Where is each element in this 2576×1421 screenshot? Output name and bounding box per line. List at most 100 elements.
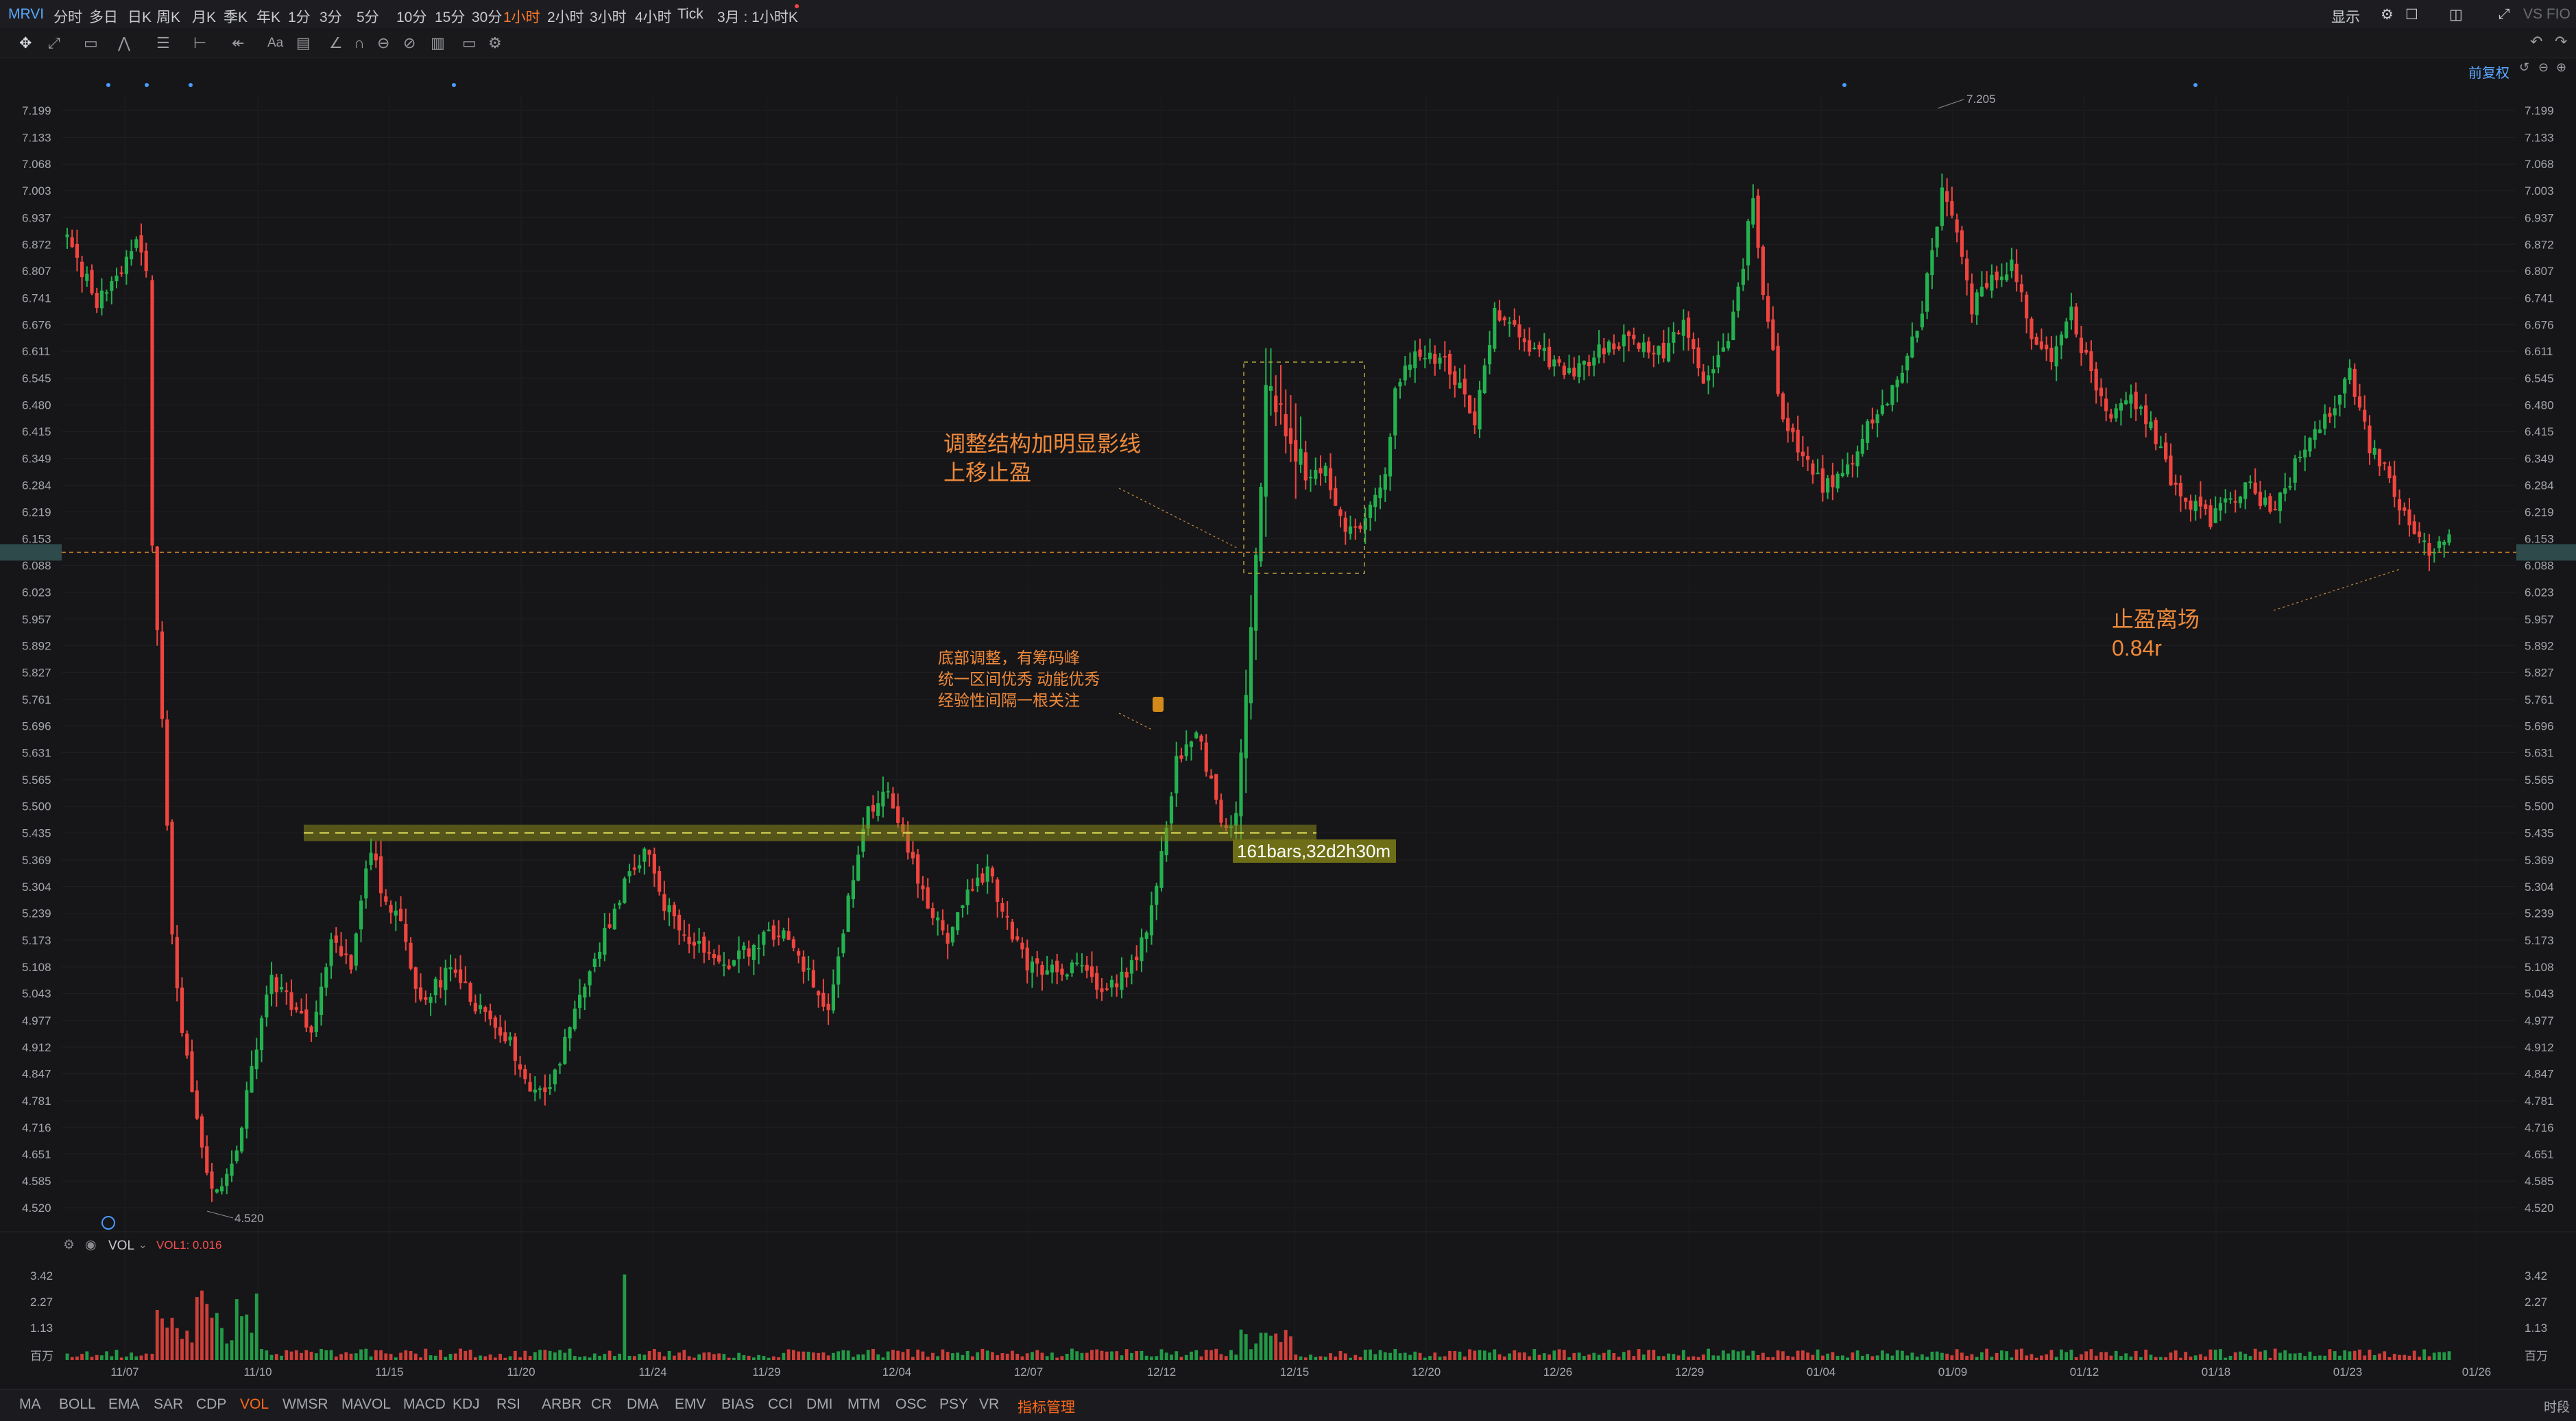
volume-bar — [1279, 1342, 1283, 1360]
period-tab[interactable]: 分时 — [53, 10, 82, 25]
candle-body — [1319, 468, 1323, 474]
volume-bar — [1985, 1348, 1989, 1360]
vol-indicator-label[interactable]: VOL — [108, 1239, 135, 1253]
volume-bar — [429, 1355, 433, 1360]
candle-body — [886, 791, 890, 793]
redo-icon[interactable]: ↷ — [2555, 33, 2568, 50]
magnet-icon[interactable]: ∩ — [354, 34, 365, 51]
indicator-tab[interactable]: MAVOL — [341, 1396, 391, 1412]
indicator-tab[interactable]: CDP — [196, 1396, 227, 1412]
indicator-tab[interactable]: WMSR — [282, 1396, 328, 1412]
period-tab[interactable]: Tick — [677, 6, 703, 22]
arrow-tool-icon[interactable]: ↞ — [232, 34, 245, 51]
indicator-tab[interactable]: BIAS — [721, 1396, 754, 1412]
adjust-mode-button[interactable]: 前复权 — [2468, 66, 2509, 81]
delete-icon[interactable]: ▥ — [431, 34, 445, 51]
polyline-tool-icon[interactable]: ⋀ — [118, 34, 131, 51]
candle-body — [175, 937, 179, 989]
period-tab[interactable]: 4小时 — [635, 10, 672, 25]
period-tab[interactable]: 10分 — [396, 10, 427, 25]
period-tab[interactable]: 月K — [192, 10, 217, 25]
volume-bar — [931, 1352, 935, 1360]
period-tab[interactable]: 季K — [224, 10, 248, 25]
comment-tool-icon[interactable]: ▤ — [296, 34, 311, 51]
volume-bar — [1482, 1350, 1486, 1360]
volume-bar — [85, 1351, 89, 1360]
settings-icon[interactable]: ⚙ — [2381, 7, 2394, 23]
indicator-tab[interactable]: ARBR — [542, 1396, 582, 1412]
zoom-out-icon[interactable]: ⊖ — [2538, 60, 2549, 74]
window-icon[interactable]: ☐ — [2405, 7, 2418, 23]
candle-body — [1930, 250, 1934, 276]
indicator-tab[interactable]: MTM — [847, 1396, 880, 1412]
period-tab[interactable]: 3分 — [320, 10, 342, 25]
volume-bar — [269, 1354, 274, 1360]
candle-body — [1070, 962, 1074, 974]
candle-body — [1840, 473, 1844, 477]
price-tick-label: 4.585 — [2525, 1175, 2554, 1188]
range-tool-icon[interactable]: ⊢ — [193, 34, 207, 51]
ticker-symbol[interactable]: MRVI — [8, 6, 45, 22]
period-tab[interactable]: 周K — [156, 10, 181, 25]
indicator-tab[interactable]: DMA — [627, 1396, 659, 1412]
volume-bar — [971, 1356, 974, 1360]
period-tab[interactable]: 1分 — [288, 10, 311, 25]
rect-tool-icon[interactable]: ▭ — [84, 34, 98, 51]
layers-icon[interactable]: ▭ — [462, 34, 477, 51]
volume-bar — [996, 1355, 1000, 1360]
volume-bar — [1264, 1333, 1268, 1360]
indicator-tab[interactable]: BOLL — [59, 1396, 96, 1412]
chevron-down-icon[interactable]: ⌄ — [139, 1239, 147, 1251]
period-tab[interactable]: 5分 — [357, 10, 379, 25]
candle-body — [225, 1173, 229, 1186]
candle-body — [1423, 358, 1427, 359]
indicator-tab[interactable]: VOL — [240, 1396, 269, 1412]
period-tab[interactable]: 30分 — [472, 10, 503, 25]
indicator-tab[interactable]: VR — [979, 1396, 1000, 1412]
camera-icon[interactable]: ◫ — [2449, 7, 2463, 23]
move-icon[interactable]: ✥ — [19, 34, 32, 51]
pen-tool-icon[interactable]: ∠ — [329, 34, 343, 51]
period-tab[interactable]: 多日 — [89, 10, 118, 25]
period-tab[interactable]: 1小时 — [503, 10, 540, 25]
indicator-tab[interactable]: CCI — [768, 1396, 793, 1412]
period-tab[interactable]: 年K — [256, 10, 281, 25]
zoom-in-icon[interactable]: ⊕ — [2556, 60, 2567, 74]
vol-settings-icon[interactable]: ⚙ — [63, 1238, 75, 1252]
indicator-tab[interactable]: OSC — [895, 1396, 927, 1412]
indicator-tab[interactable]: KDJ — [453, 1396, 480, 1412]
session-button[interactable]: 时段 — [2544, 1400, 2571, 1415]
tool-settings-icon[interactable]: ⚙ — [488, 34, 502, 51]
period-tab[interactable]: 3小时 — [590, 10, 627, 25]
reset-icon[interactable]: ↺ — [2519, 60, 2530, 74]
indicator-tab[interactable]: EMV — [675, 1396, 706, 1412]
compare-label[interactable]: VS FIO — [2523, 6, 2571, 22]
text-tool-icon[interactable]: Aa — [267, 36, 284, 50]
period-tab[interactable]: 日K — [128, 10, 152, 25]
candle-body — [985, 866, 989, 882]
indicator-tab[interactable]: MA — [19, 1396, 41, 1412]
undo-icon[interactable]: ↶ — [2530, 33, 2543, 50]
indicator-tab[interactable]: DMI — [806, 1396, 833, 1412]
lock-icon[interactable]: ⊖ — [377, 34, 390, 51]
indicator-tab[interactable]: EMA — [108, 1396, 140, 1412]
period-tab[interactable]: 15分 — [435, 10, 466, 25]
indicator-tab[interactable]: PSY — [939, 1396, 969, 1412]
indicator-tab[interactable]: RSI — [496, 1396, 521, 1412]
period-tab[interactable]: 2小时 — [547, 10, 584, 25]
indicator-manage-button[interactable]: 指标管理 — [1018, 1400, 1075, 1416]
indicator-tab[interactable]: SAR — [154, 1396, 184, 1412]
vol-hide-icon[interactable]: ◉ — [85, 1238, 97, 1252]
fib-tool-icon[interactable]: ☰ — [156, 34, 170, 51]
indicator-tab[interactable]: MACD — [403, 1396, 446, 1412]
indicator-tab[interactable]: CR — [591, 1396, 612, 1412]
expand-icon[interactable]: ⤢ — [2499, 6, 2510, 22]
line-tool-icon[interactable]: ⤢ — [48, 34, 60, 51]
volume-bar — [1453, 1350, 1457, 1360]
period-tab[interactable]: 3月 : 1小时K — [717, 10, 798, 25]
volume-bar — [985, 1350, 989, 1360]
volume-bar — [2124, 1353, 2128, 1360]
hide-icon[interactable]: ⊘ — [403, 34, 416, 51]
display-dropdown[interactable]: 显示 — [2331, 10, 2360, 25]
